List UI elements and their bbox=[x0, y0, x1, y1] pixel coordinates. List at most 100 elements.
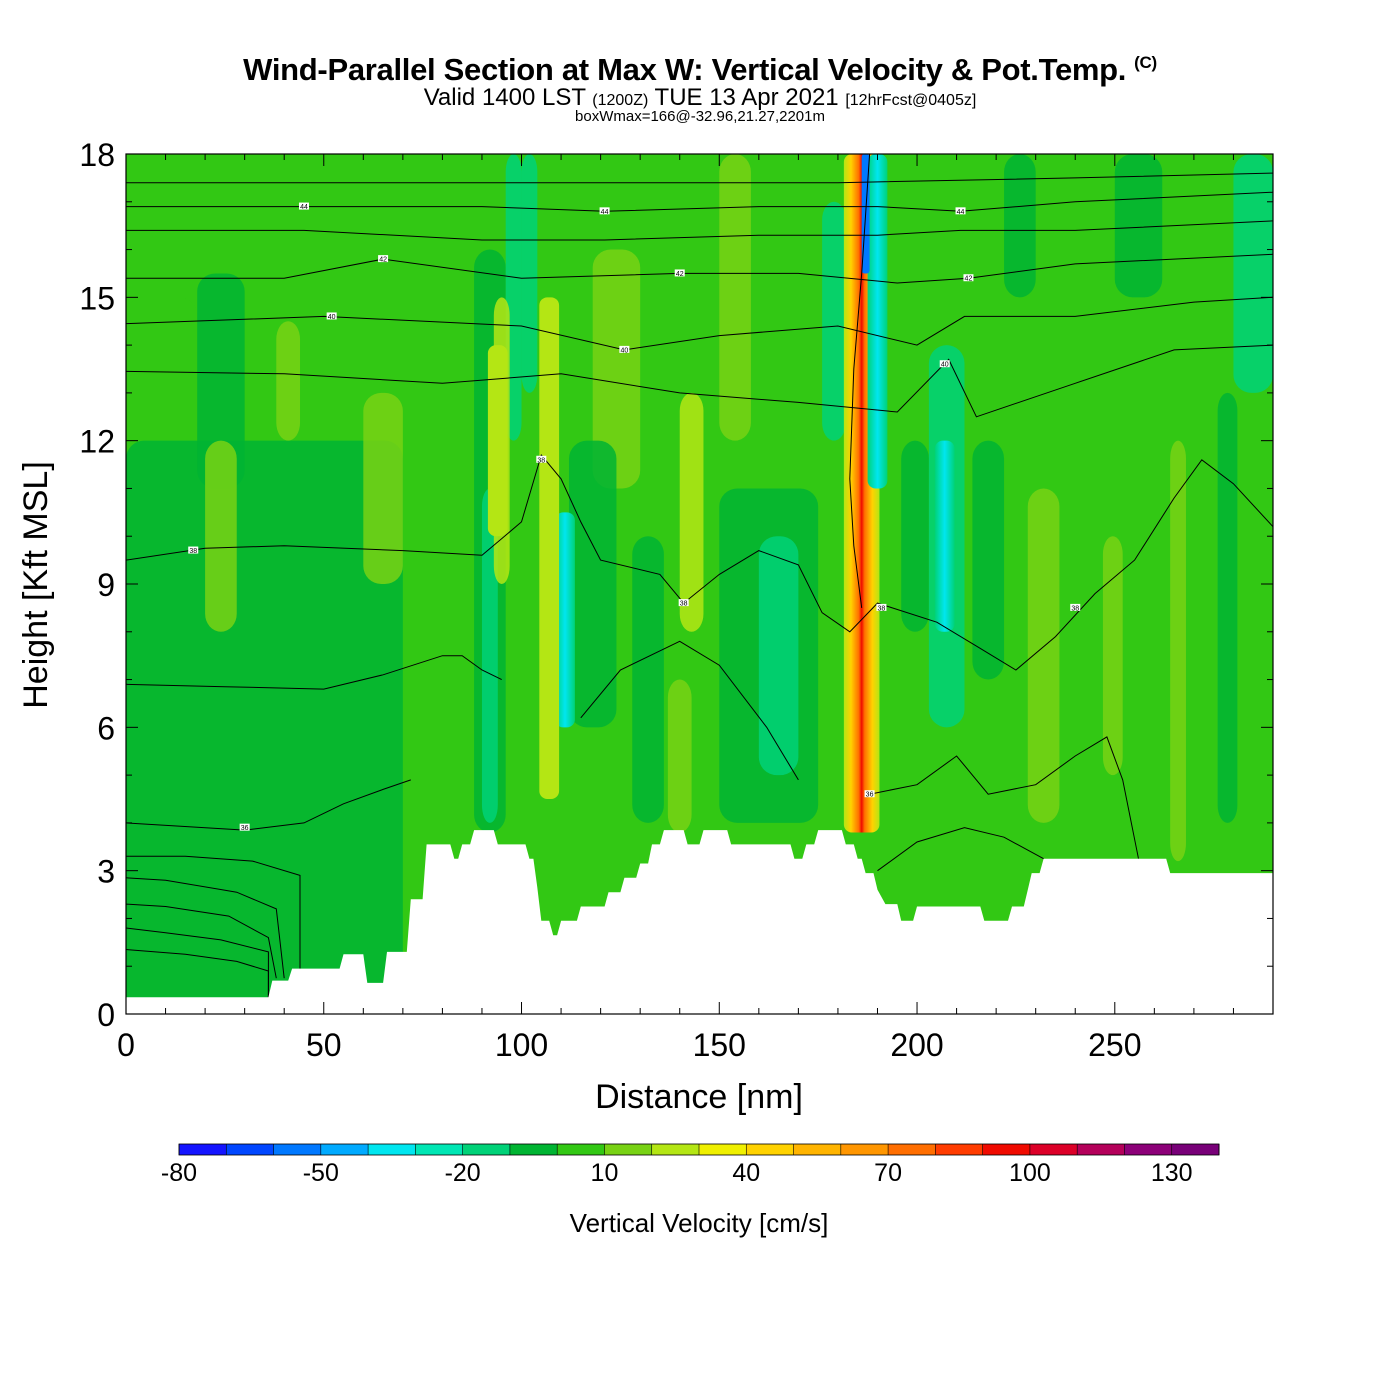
contour-label-box bbox=[1070, 603, 1081, 611]
colorbar-label: 130 bbox=[1151, 1159, 1193, 1187]
colorbar-swatch bbox=[982, 1144, 1031, 1155]
colorbar-swatch bbox=[226, 1144, 275, 1155]
contour-label-text: 38 bbox=[1071, 605, 1079, 612]
colorbar-swatch bbox=[415, 1144, 464, 1155]
colorbar-swatch bbox=[888, 1144, 936, 1155]
contour-label-box bbox=[963, 274, 974, 282]
velocity-band bbox=[667, 679, 692, 833]
colorbar-swatch bbox=[746, 1144, 795, 1155]
contour-label-text: 40 bbox=[328, 314, 336, 321]
theta-contour bbox=[126, 220, 1273, 241]
colorbar-label: 10 bbox=[591, 1159, 619, 1187]
y-axis-title: Height [Kft MSL] bbox=[17, 461, 55, 709]
contour-label-box bbox=[599, 207, 610, 215]
downdraft-band bbox=[867, 154, 888, 489]
velocity-band bbox=[363, 392, 403, 584]
valid-date: TUE 13 Apr 2021 bbox=[654, 84, 839, 111]
chart-title-text: Wind-Parallel Section at Max W: Vertical… bbox=[243, 52, 1127, 87]
velocity-band bbox=[276, 321, 301, 441]
colorbar-label: -80 bbox=[161, 1159, 197, 1187]
contour-label-text: 38 bbox=[878, 605, 886, 612]
valid-prefix: Valid 1400 LST bbox=[423, 84, 586, 111]
contour-label: 38 bbox=[536, 455, 547, 464]
velocity-band bbox=[1170, 440, 1186, 862]
theta-contour bbox=[126, 191, 1273, 212]
contour-label-box bbox=[378, 255, 389, 263]
contour-label-box bbox=[674, 269, 685, 277]
x-tick-label: 150 bbox=[693, 1027, 746, 1063]
velocity-band bbox=[822, 201, 846, 441]
colorbar-swatch bbox=[1171, 1144, 1220, 1155]
contour-label-text: 44 bbox=[601, 209, 609, 216]
theta-contour bbox=[126, 453, 1273, 671]
contour-label: 38 bbox=[678, 599, 689, 608]
contour-label-text: 42 bbox=[676, 271, 684, 278]
velocity-band bbox=[719, 154, 751, 441]
colorbar-label: -50 bbox=[303, 1159, 339, 1187]
theta-contour bbox=[126, 903, 277, 979]
velocity-band bbox=[632, 536, 664, 823]
velocity-band bbox=[1004, 154, 1036, 298]
contour-label-box bbox=[955, 207, 966, 215]
colorbar-swatch bbox=[1124, 1144, 1173, 1155]
copyright-mark: (C) bbox=[1134, 53, 1157, 72]
valid-time-line: Valid 1400 LST (1200Z) TUE 13 Apr 2021 [… bbox=[0, 84, 1400, 112]
velocity-band bbox=[679, 392, 704, 632]
contour-label-text: 42 bbox=[379, 257, 387, 264]
velocity-band bbox=[1027, 488, 1060, 823]
velocity-band bbox=[972, 440, 1005, 680]
colorbar-swatch bbox=[604, 1144, 653, 1155]
contour-label-text: 40 bbox=[941, 362, 949, 369]
y-tick-label: 18 bbox=[79, 137, 115, 173]
colorbar: -80 -50 -20 10 40 70 100 130 bbox=[161, 1143, 1220, 1187]
ascent-band bbox=[487, 345, 508, 537]
contour-label-box bbox=[678, 599, 689, 607]
colorbar-swatch bbox=[509, 1144, 558, 1155]
velocity-band bbox=[592, 249, 641, 489]
theta-contour bbox=[126, 927, 269, 998]
contour-label: 42 bbox=[378, 255, 389, 264]
theta-contour bbox=[869, 736, 1139, 859]
colorbar-title: Vertical Velocity [cm/s] bbox=[570, 1208, 829, 1238]
theta-contour bbox=[126, 253, 1273, 284]
y-tick-label: 9 bbox=[97, 567, 115, 603]
theta-contour bbox=[126, 855, 301, 969]
theta-contour bbox=[849, 154, 871, 608]
colorbar-label: 100 bbox=[1009, 1159, 1051, 1187]
vertical-velocity-field bbox=[126, 154, 1273, 1014]
contour-label: 38 bbox=[876, 603, 887, 612]
x-tick-label: 50 bbox=[306, 1027, 342, 1063]
contour-label-text: 40 bbox=[620, 347, 628, 354]
velocity-band bbox=[197, 273, 245, 489]
contour-label-box bbox=[619, 345, 630, 353]
contour-label: 36 bbox=[239, 823, 250, 832]
valid-zulu: (1200Z) bbox=[592, 92, 649, 109]
velocity-band bbox=[1217, 392, 1238, 823]
colorbar-swatch bbox=[273, 1144, 322, 1155]
y-tick-label: 6 bbox=[97, 710, 115, 746]
colorbar-label: -20 bbox=[445, 1159, 481, 1187]
contour-label: 38 bbox=[1070, 603, 1081, 612]
contour-label: 42 bbox=[674, 269, 685, 278]
contour-label-text: 38 bbox=[189, 548, 197, 555]
contour-label: 38 bbox=[188, 546, 199, 555]
contour-label-box bbox=[939, 360, 950, 368]
y-tick-label: 12 bbox=[79, 424, 115, 460]
contour-label-box bbox=[876, 603, 887, 611]
ascent-band bbox=[539, 297, 560, 799]
theta-contour bbox=[126, 877, 285, 979]
contour-label-text: 36 bbox=[866, 792, 874, 799]
contour-label: 40 bbox=[619, 345, 630, 354]
colorbar-label: 40 bbox=[732, 1159, 760, 1187]
x-axis-title: Distance [nm] bbox=[595, 1078, 803, 1116]
forecast-info: [12hrFcst@0405z] bbox=[845, 92, 977, 109]
colorbar-swatch bbox=[1077, 1144, 1125, 1155]
contour-label-text: 44 bbox=[957, 209, 965, 216]
contour-label: 40 bbox=[326, 312, 337, 321]
velocity-band bbox=[126, 440, 403, 1014]
contour-label: 44 bbox=[955, 207, 966, 216]
x-tick-label: 200 bbox=[890, 1027, 943, 1063]
colorbar-label: 70 bbox=[874, 1159, 902, 1187]
colorbar-swatch bbox=[179, 1144, 227, 1155]
